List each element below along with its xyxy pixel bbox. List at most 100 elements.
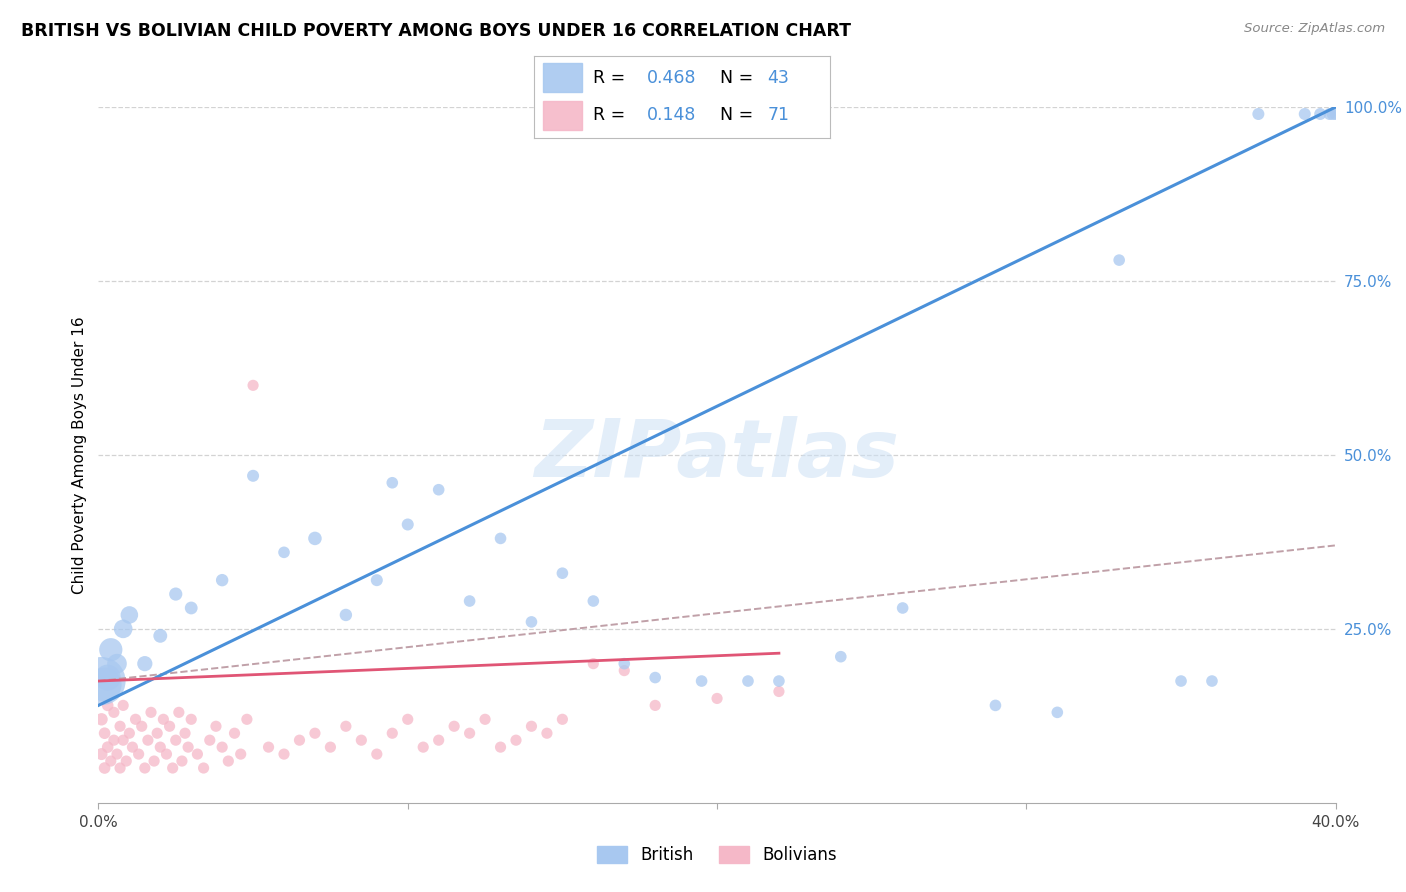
Point: [115, 754, 138, 768]
Point: [242, 468, 264, 483]
Point: [582, 594, 605, 608]
Text: Source: ZipAtlas.com: Source: ZipAtlas.com: [1244, 22, 1385, 36]
Point: [520, 615, 543, 629]
Point: [93, 726, 115, 740]
Point: [458, 594, 481, 608]
Point: [551, 566, 574, 581]
Point: [128, 747, 150, 761]
Point: [319, 740, 342, 755]
Point: [984, 698, 1007, 713]
Point: [304, 532, 326, 546]
Point: [121, 740, 143, 755]
Point: [217, 754, 239, 768]
Point: [1309, 107, 1331, 121]
Point: [236, 712, 259, 726]
Point: [396, 712, 419, 726]
Point: [335, 607, 357, 622]
Text: N =: N =: [720, 106, 759, 124]
Point: [366, 573, 388, 587]
Point: [505, 733, 527, 747]
Text: ZIPatlas: ZIPatlas: [534, 416, 900, 494]
Text: 71: 71: [768, 106, 790, 124]
Point: [100, 754, 122, 768]
Point: [613, 664, 636, 678]
Point: [366, 747, 388, 761]
Legend: British, Bolivians: British, Bolivians: [591, 839, 844, 871]
Text: R =: R =: [593, 69, 631, 87]
Point: [443, 719, 465, 733]
Point: [174, 726, 197, 740]
Point: [242, 378, 264, 392]
Point: [1170, 674, 1192, 689]
Point: [427, 483, 450, 497]
Text: R =: R =: [593, 106, 631, 124]
Point: [273, 545, 295, 559]
Point: [288, 733, 311, 747]
Point: [427, 733, 450, 747]
Point: [167, 706, 190, 720]
Point: [1201, 674, 1223, 689]
Text: 43: 43: [768, 69, 789, 87]
Point: [644, 698, 666, 713]
Point: [768, 674, 790, 689]
Point: [768, 684, 790, 698]
Point: [381, 726, 404, 740]
Point: [97, 671, 120, 685]
Point: [257, 740, 280, 755]
Point: [211, 740, 233, 755]
Point: [134, 761, 156, 775]
Point: [224, 726, 246, 740]
Point: [737, 674, 759, 689]
Point: [143, 754, 166, 768]
Point: [396, 517, 419, 532]
Point: [170, 754, 193, 768]
Point: [458, 726, 481, 740]
Point: [97, 740, 120, 755]
Point: [1324, 107, 1347, 121]
Point: [335, 719, 357, 733]
Point: [474, 712, 496, 726]
Point: [1319, 107, 1341, 121]
Point: [198, 733, 221, 747]
Point: [136, 733, 159, 747]
Point: [90, 747, 112, 761]
Point: [93, 761, 115, 775]
Point: [205, 719, 228, 733]
Bar: [543, 62, 582, 92]
Point: [100, 642, 122, 657]
Text: 0.148: 0.148: [647, 106, 696, 124]
Point: [229, 747, 252, 761]
Point: [211, 573, 233, 587]
Point: [350, 733, 373, 747]
Point: [1108, 253, 1130, 268]
Point: [134, 657, 156, 671]
Point: [152, 712, 174, 726]
Point: [112, 622, 135, 636]
Point: [412, 740, 434, 755]
Text: 0.468: 0.468: [647, 69, 696, 87]
Point: [891, 601, 914, 615]
Point: [830, 649, 852, 664]
Point: [108, 761, 131, 775]
Point: [273, 747, 295, 761]
Point: [1322, 107, 1344, 121]
Point: [180, 712, 202, 726]
Point: [582, 657, 605, 671]
Point: [124, 712, 146, 726]
Point: [536, 726, 558, 740]
Point: [165, 733, 187, 747]
Point: [706, 691, 728, 706]
Point: [97, 698, 120, 713]
Text: N =: N =: [720, 69, 759, 87]
Point: [193, 761, 215, 775]
Point: [112, 698, 135, 713]
Point: [93, 677, 115, 691]
Point: [304, 726, 326, 740]
Point: [149, 629, 172, 643]
Point: [118, 726, 141, 740]
Point: [159, 719, 181, 733]
Point: [644, 671, 666, 685]
Point: [1046, 706, 1069, 720]
Point: [103, 706, 125, 720]
Point: [489, 740, 512, 755]
